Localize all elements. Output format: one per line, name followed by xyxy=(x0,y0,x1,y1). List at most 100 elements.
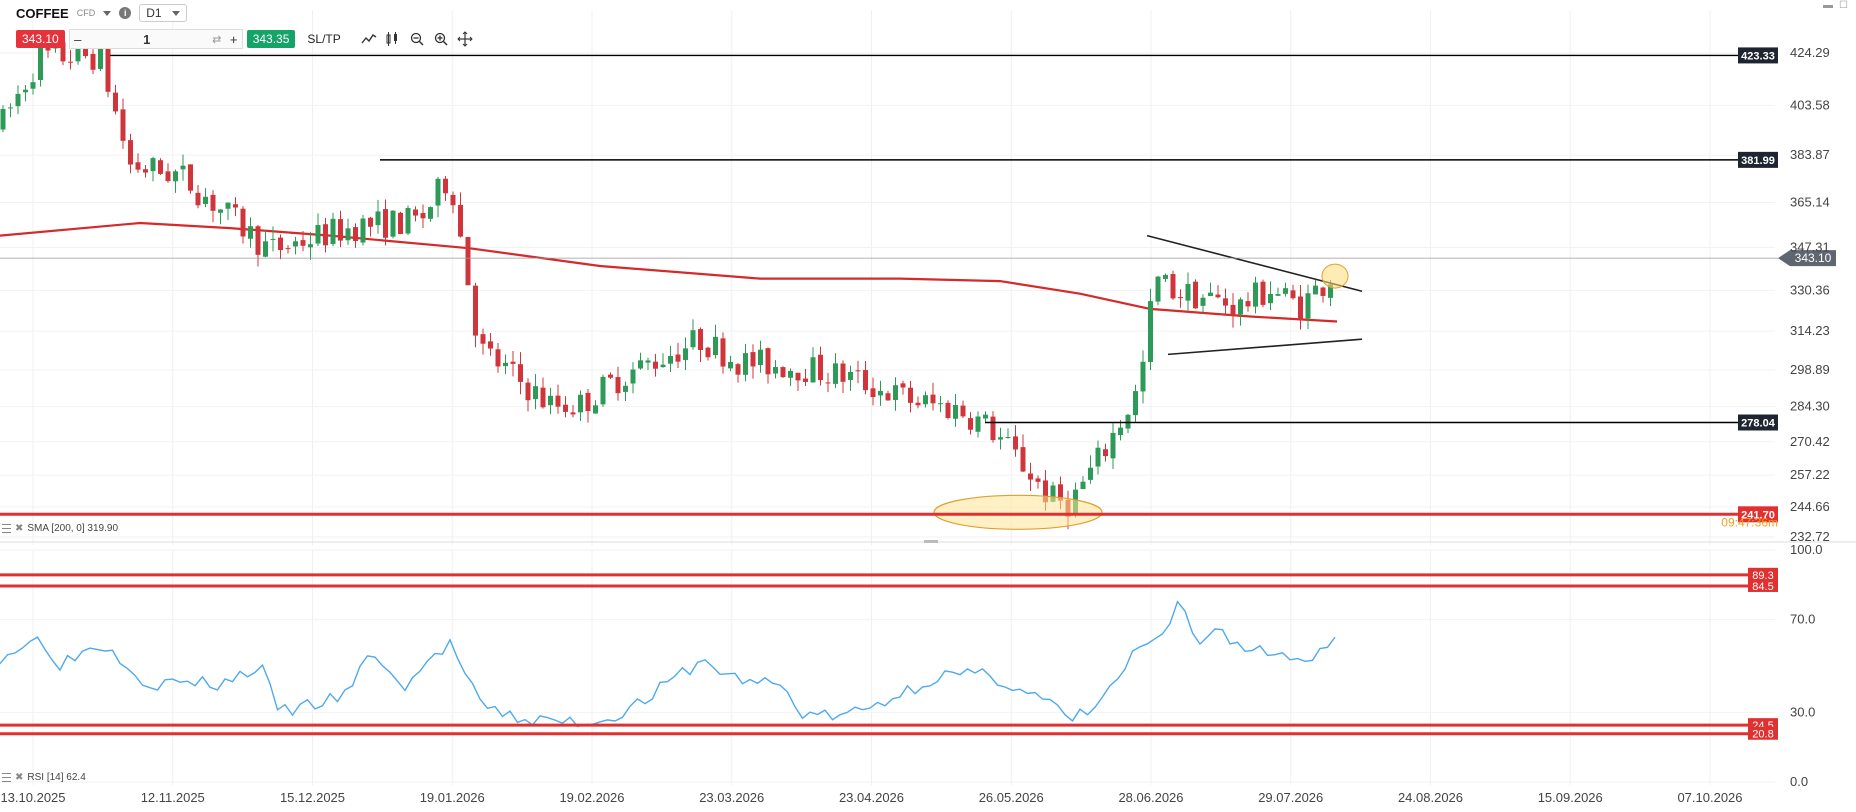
candle-body xyxy=(945,402,951,418)
support-highlight xyxy=(933,494,1103,530)
candle-body xyxy=(105,45,111,92)
candle-body xyxy=(435,178,441,206)
maximize-icon[interactable]: ☐ xyxy=(1839,0,1848,11)
sell-button[interactable]: 343.10 xyxy=(16,30,65,48)
info-icon[interactable]: i xyxy=(119,7,132,19)
candle-body xyxy=(870,388,876,398)
candle-body xyxy=(1035,478,1041,482)
quantity-input[interactable]: 1 xyxy=(143,31,151,47)
candle-body xyxy=(1253,282,1258,307)
price-level-badge xyxy=(1738,47,1778,64)
close-icon[interactable]: ✖ xyxy=(15,772,24,783)
candles-icon[interactable] xyxy=(383,30,403,48)
close-icon[interactable]: ✖ xyxy=(15,523,24,534)
candle-body xyxy=(728,361,733,369)
quantity-stepper[interactable]: – 1 ⇄ + xyxy=(68,29,243,49)
candle-body xyxy=(240,208,246,237)
candle-body xyxy=(563,404,568,412)
price-level-label: 278.04 xyxy=(1741,417,1776,429)
swap-icon[interactable]: ⇄ xyxy=(212,33,222,46)
candle-body xyxy=(615,377,621,394)
candle-body xyxy=(1268,293,1273,304)
symbol-name[interactable]: COFFEE xyxy=(16,5,69,21)
price-level-badge xyxy=(1738,414,1778,431)
quantity-minus-button[interactable]: – xyxy=(74,31,82,47)
price-level-badge xyxy=(1738,506,1778,523)
candle-body xyxy=(480,334,486,344)
candle-body xyxy=(180,165,186,170)
candle-body xyxy=(570,412,576,415)
candle-body xyxy=(1140,361,1146,392)
sma-label: SMA [200, 0] 319.90 xyxy=(27,523,119,534)
candle-body xyxy=(1305,293,1311,319)
crosshair-move-icon[interactable] xyxy=(455,30,475,48)
rsi-tick-label: 100.0 xyxy=(1790,542,1823,557)
zoom-out-icon[interactable] xyxy=(407,30,427,48)
timeframe-select[interactable]: D1 xyxy=(139,4,187,22)
candle-body xyxy=(143,169,148,173)
candle-body xyxy=(1058,484,1063,501)
candle-body xyxy=(810,357,816,383)
candle-body xyxy=(23,89,28,93)
menu-icon[interactable] xyxy=(2,524,11,533)
candle-body xyxy=(743,353,748,375)
candle-body xyxy=(473,285,478,336)
candle-body xyxy=(930,394,936,404)
candle-body xyxy=(488,341,493,349)
candle-body xyxy=(278,237,283,251)
candle-body xyxy=(975,416,981,432)
candle-body xyxy=(1088,467,1093,480)
breakout-highlight xyxy=(1321,263,1349,289)
trendline-lower xyxy=(1167,338,1363,356)
candle-body xyxy=(855,370,861,372)
candle-body xyxy=(98,45,103,69)
candle-body xyxy=(840,363,846,382)
candle-body xyxy=(803,378,808,382)
y-tick-label: 314.23 xyxy=(1790,323,1830,338)
candle-body xyxy=(443,178,448,194)
candle-body xyxy=(503,362,508,367)
current-price-label: 343.10 xyxy=(1795,251,1832,265)
candle-body xyxy=(1215,294,1221,298)
buy-button[interactable]: 343.35 xyxy=(246,30,296,48)
candle-body xyxy=(0,108,6,130)
candle-body xyxy=(1283,288,1288,294)
candle-body xyxy=(1125,414,1131,429)
symbol-dropdown-icon[interactable] xyxy=(103,10,112,16)
candle-body xyxy=(270,238,276,240)
candle-body xyxy=(585,392,591,412)
zoom-in-icon[interactable] xyxy=(431,30,451,48)
price-level-label: 381.99 xyxy=(1741,155,1775,167)
candle-body xyxy=(683,348,688,361)
rsi-line xyxy=(0,600,1336,728)
candle-body xyxy=(225,202,231,209)
candle-body xyxy=(720,338,726,367)
candle-body xyxy=(735,364,741,375)
candle-body xyxy=(660,364,666,368)
candle-body xyxy=(30,82,36,89)
candle-body xyxy=(8,107,13,109)
candle-body xyxy=(300,240,306,246)
candle-body xyxy=(938,403,943,405)
sltp-button[interactable]: SL/TP xyxy=(307,32,341,46)
line-chart-icon[interactable] xyxy=(359,30,379,48)
candle-body xyxy=(533,386,538,400)
quantity-plus-button[interactable]: + xyxy=(229,31,238,47)
candle-body xyxy=(690,330,696,348)
candle-body xyxy=(218,209,223,213)
candle-body xyxy=(623,385,628,392)
candle-body xyxy=(1193,281,1198,309)
rsi-label: RSI [14] 62.4 xyxy=(27,772,86,783)
candle-body xyxy=(128,140,133,165)
trade-toolbar: 343.10 – 1 ⇄ + 343.35 SL/TP xyxy=(16,29,475,49)
candle-body xyxy=(90,53,96,70)
y-tick-label: 347.31 xyxy=(1790,239,1830,254)
price-level-badge xyxy=(1738,151,1778,168)
candle-body xyxy=(780,367,786,378)
candle-body xyxy=(878,390,883,396)
menu-icon[interactable] xyxy=(2,773,11,782)
candle-body xyxy=(1170,274,1176,299)
minimize-icon[interactable]: ▬ xyxy=(1823,0,1834,11)
x-tick-label: 23.04.2026 xyxy=(839,790,904,805)
